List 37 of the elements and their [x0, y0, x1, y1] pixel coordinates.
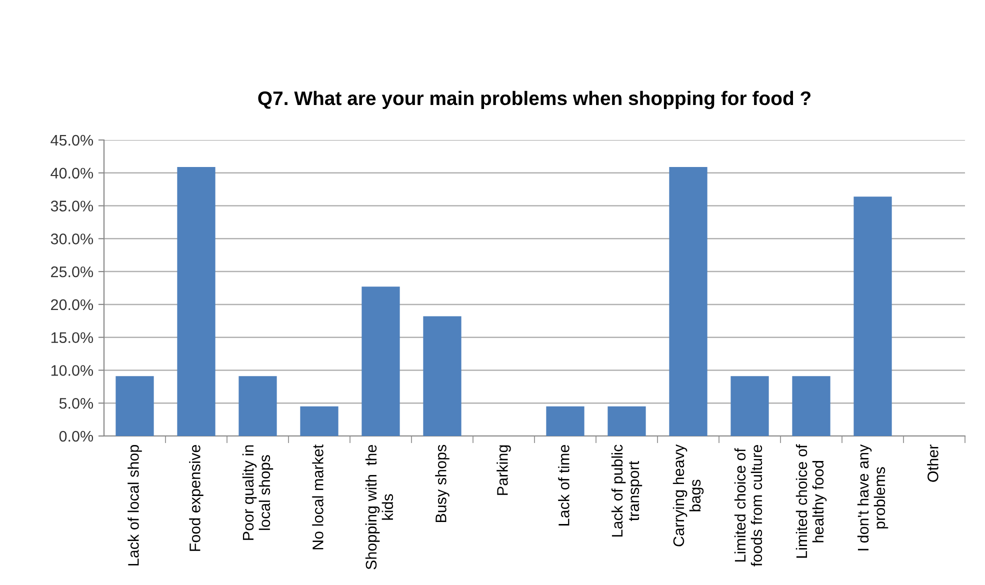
y-tick-label: 0.0% [59, 430, 94, 442]
x-tick-label: Lack of time [558, 445, 570, 526]
y-tick-label: 30.0% [50, 234, 94, 244]
bar [608, 406, 646, 436]
x-tick-label: Parking [496, 445, 511, 495]
x-tick-label: Limited choice of foods from culture [734, 445, 762, 566]
y-tick-label: 25.0% [51, 266, 94, 278]
bar [730, 376, 769, 436]
bar [669, 166, 708, 436]
bar [854, 196, 892, 436]
bar [177, 166, 216, 436]
y-tick-label: 15.0% [51, 332, 94, 344]
bar [546, 406, 584, 436]
x-tick-label: Busy shops [435, 444, 450, 522]
x-tick-label: Poor quality in local shops [242, 445, 274, 540]
y-tick-label: 35.0% [50, 200, 94, 212]
x-tick-label: Other [927, 444, 938, 482]
x-tick-label: Carrying heavy bags [672, 444, 704, 546]
bar [423, 316, 462, 436]
x-tick-label: Food expensive [189, 445, 204, 551]
bar [362, 286, 400, 436]
y-tick-label: 40.0% [50, 168, 94, 179]
x-tick-label: I don't have any problems [857, 444, 888, 550]
x-tick-label: Shopping with the kids [365, 445, 394, 570]
x-tick-label: Lack of public transport [611, 444, 642, 536]
chart-title: Q7. What are your main problems when shopping for food ? [258, 90, 810, 110]
y-tick-label: 10.0% [51, 365, 94, 376]
x-tick-label: No local market [312, 444, 324, 550]
x-tick-label: Lack of local shop [128, 444, 142, 566]
bar [238, 376, 277, 436]
y-tick-label: 20.0% [51, 299, 94, 310]
x-tick-label: Limited choice of healthy food [796, 444, 827, 558]
bar [792, 376, 830, 436]
bar [116, 376, 154, 436]
y-tick-label: 5.0% [59, 398, 94, 409]
y-tick-label: 45.0% [50, 134, 94, 146]
bar [300, 406, 338, 436]
